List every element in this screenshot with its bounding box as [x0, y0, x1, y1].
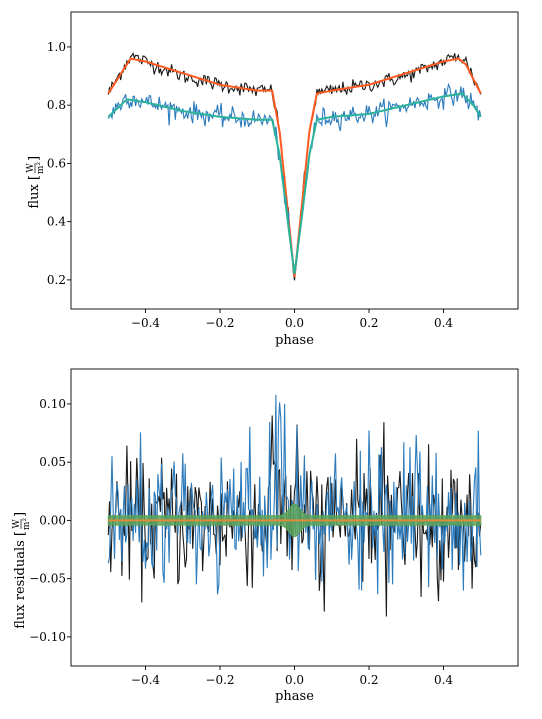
top-x-tick-label-2: 0.0: [285, 316, 304, 330]
bottom-y-label-num: W: [12, 519, 22, 529]
bottom-panel: −0.4 −0.2 0.0 0.2 0.4−0.10−0.050.000.050.10 …: [12, 368, 519, 704]
top-y-tick-label-0: 0.2: [47, 273, 66, 287]
top-model-line-1: [107, 57, 482, 278]
bottom-ticks-group: −0.4 −0.2 0.0 0.2 0.4 −0.10 −0.05 0.00 0.05 0.10: [29, 397, 453, 687]
top-x-tick-label-0: −0.4: [131, 316, 161, 330]
top-y-tick-label-4: 1.0: [47, 40, 66, 54]
bottom-y-label-main: flux residuals [: [13, 531, 28, 629]
bottom-series-group: [107, 394, 482, 617]
bottom-y-label-end: ]: [13, 512, 28, 517]
top-ticks-group: −0.4 −0.2 0.0 0.2 0.4 0.2 0.4 0.6 0.8 1.0: [47, 40, 453, 330]
bottom-x-tick-label-3: 0.2: [359, 673, 378, 687]
top-panel: −0.4 −0.2 0.0 0.2 0.4 0.2 0.4 0.6 0.8 1.0 phase f…: [26, 11, 519, 348]
bottom-y-tick-label-2: 0.00: [39, 513, 66, 527]
top-data-series-0: [107, 51, 482, 281]
top-y-label-end: ]: [27, 156, 42, 161]
top-x-axis-label: phase: [275, 333, 314, 348]
bottom-y-label-den: m²: [22, 518, 32, 531]
top-y-label-den: m²: [36, 162, 46, 175]
top-y-tick-label-2: 0.6: [47, 156, 66, 170]
top-y-label-num: W: [26, 163, 36, 173]
bottom-x-tick-label-4: 0.4: [434, 673, 453, 687]
bottom-y-tick-label-4: 0.10: [39, 397, 66, 411]
top-x-tick-label-4: 0.4: [434, 316, 453, 330]
top-series-group: [107, 51, 482, 281]
top-y-axis-label: flux [ W m² ]: [26, 156, 46, 209]
bottom-x-axis-label: phase: [275, 689, 314, 704]
top-x-tick-label-3: 0.2: [359, 316, 378, 330]
top-model-line-3: [107, 92, 482, 275]
bottom-y-axis-label: flux residuals [ W m² ]: [12, 512, 32, 629]
top-y-tick-label-3: 0.8: [47, 98, 66, 112]
top-x-tick-label-1: −0.2: [205, 316, 234, 330]
bottom-x-tick-label-2: 0.0: [285, 673, 304, 687]
top-y-label-main: flux [: [27, 175, 42, 209]
top-data-series-2: [107, 82, 482, 273]
bottom-x-tick-label-1: −0.2: [205, 673, 234, 687]
bottom-y-tick-label-1: −0.05: [29, 572, 66, 586]
top-y-tick-label-1: 0.4: [47, 215, 66, 229]
bottom-y-tick-label-0: −0.10: [29, 630, 66, 644]
bottom-x-tick-label-0: −0.4: [131, 673, 161, 687]
bottom-y-tick-label-3: 0.05: [39, 455, 66, 469]
